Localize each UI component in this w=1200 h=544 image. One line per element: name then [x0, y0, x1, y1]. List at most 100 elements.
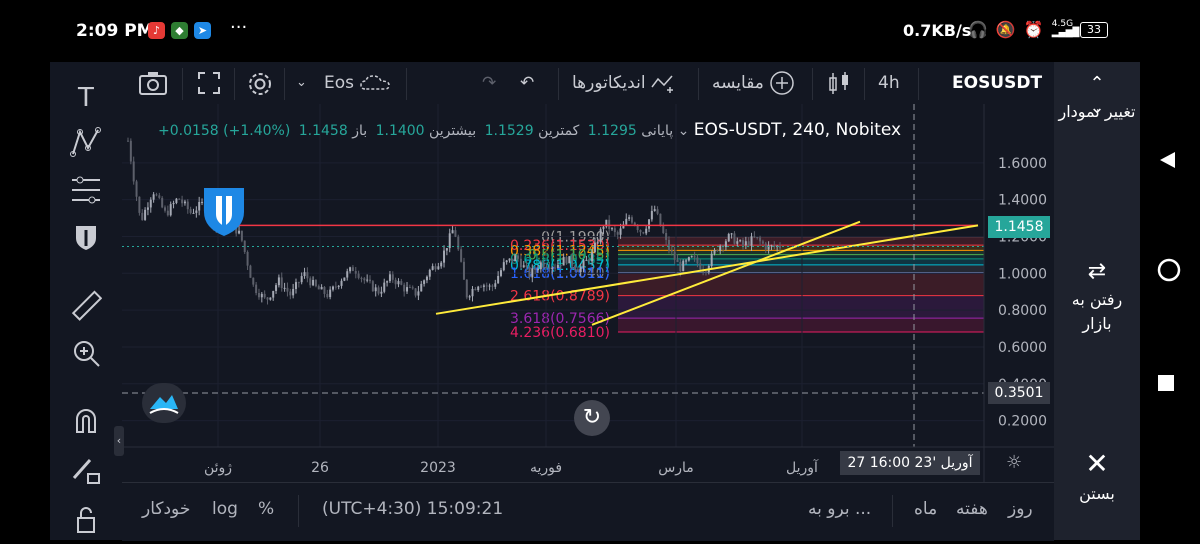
range-month-button[interactable]: ماه — [914, 499, 938, 519]
candles-icon[interactable] — [826, 70, 852, 96]
change-chart-button[interactable]: تغییر نمودار — [1058, 102, 1136, 121]
time-axis[interactable]: ژوئن 26 2023 فوریه مارس آوریل — [122, 446, 1054, 476]
range-day-button[interactable]: روز — [1008, 499, 1033, 519]
percent-scale-button[interactable]: % — [258, 499, 275, 519]
chevron-down-icon[interactable]: ⌄ — [296, 75, 307, 90]
candle-body — [542, 262, 545, 267]
candle-body — [397, 281, 400, 285]
collapse-toolbar-handle[interactable]: ‹ — [114, 426, 124, 456]
legend-chevron-icon[interactable]: ⌄ — [677, 123, 690, 139]
fullscreen-icon[interactable] — [196, 70, 222, 96]
drawing-toolbar: T — [50, 62, 122, 540]
candle-body — [491, 285, 494, 287]
candle-body — [477, 286, 480, 291]
candle-body — [314, 279, 317, 287]
close-button[interactable]: بستن — [1079, 484, 1115, 503]
candle-body — [625, 218, 628, 225]
range-week-button[interactable]: هفته — [956, 499, 988, 519]
recents-icon[interactable] — [1157, 374, 1175, 396]
separator — [298, 495, 299, 527]
candle-body — [585, 259, 588, 261]
ruler-icon[interactable] — [68, 290, 104, 326]
candle-body — [340, 280, 343, 286]
signal-label: 4.5G — [1051, 19, 1074, 29]
candle-body — [155, 194, 158, 196]
home-icon[interactable] — [1157, 258, 1181, 286]
price-chart[interactable]: 0(1.1990)0.236(1.1530)0.382(1.1245)0.5(1… — [122, 104, 1054, 482]
candle-body — [360, 277, 363, 279]
unlock-icon[interactable] — [68, 504, 104, 540]
goto-date-button[interactable]: برو به ... — [808, 499, 872, 519]
candle-body — [349, 267, 352, 272]
lock-pencil-icon[interactable] — [68, 454, 104, 490]
y-tick-label: 1.4000 — [998, 193, 1047, 209]
candle-body — [465, 279, 468, 298]
battery-icon: 33 — [1080, 22, 1108, 38]
go-to-market-button[interactable]: رفتن به بازار — [1071, 290, 1123, 333]
zoom-in-icon[interactable] — [68, 338, 104, 374]
candle-body — [750, 236, 753, 246]
separator — [558, 68, 559, 100]
separator — [698, 68, 699, 100]
candle-body — [366, 279, 369, 281]
candle-body — [687, 257, 690, 261]
candle-body — [554, 267, 557, 269]
candle-body — [690, 256, 693, 258]
candle-body — [685, 260, 688, 262]
trend-line — [591, 220, 861, 326]
candle-body — [411, 287, 414, 289]
candle-body — [480, 286, 483, 288]
chart-area[interactable]: 0(1.1990) 0.236(1.1530) 0.382(1.1245) 0.5(1… — [114, 104, 1054, 482]
symbol-label[interactable]: EOSUSDT — [952, 73, 1043, 93]
camera-icon[interactable] — [138, 70, 168, 96]
magnet-icon[interactable] — [68, 406, 104, 442]
gear-icon[interactable] — [246, 70, 274, 96]
candle-body — [568, 256, 571, 264]
close-icon[interactable]: ✕ — [1085, 447, 1109, 480]
y-tick-label: 1.6000 — [998, 156, 1047, 172]
reset-chart-button[interactable]: ↻ — [574, 400, 610, 436]
fib-level-label: 0.382(1.1245) — [510, 243, 610, 259]
separator — [284, 68, 285, 100]
price-axis[interactable]: 1.60001.40001.20001.00000.80000.60000.40… — [983, 104, 1047, 482]
candle-body — [779, 246, 781, 249]
candle-body — [619, 228, 622, 235]
candle-body — [403, 284, 406, 292]
fib-level-label: 2.618(0.8789) — [510, 289, 610, 305]
updown-icon[interactable]: ⌃ ⌄ — [1089, 73, 1105, 118]
text-tool-icon[interactable]: T — [78, 83, 94, 113]
trend-lines[interactable] — [122, 104, 984, 447]
legend-title[interactable]: EOS-USDT, 240, Nobitex — [693, 120, 902, 140]
candle-body — [386, 281, 389, 283]
candle-body — [149, 199, 152, 208]
candle-body — [255, 284, 258, 293]
candle-body — [337, 285, 340, 287]
shield-drawing-icon[interactable] — [202, 186, 246, 242]
fib-tool-icon[interactable] — [68, 174, 104, 210]
drawing-float-icon[interactable] — [142, 383, 186, 423]
auto-scale-button[interactable]: خودکار — [142, 499, 191, 519]
candle-body — [400, 281, 403, 285]
redo-icon[interactable]: ↷ — [482, 73, 497, 93]
swap-arrows-icon[interactable]: ⇄ — [1087, 259, 1107, 284]
compare-button[interactable]: مقایسه — [712, 70, 795, 96]
candle-body — [383, 282, 386, 292]
indicators-button[interactable]: اندیکاتورها — [572, 70, 675, 96]
undo-icon[interactable]: ↶ — [520, 73, 535, 93]
interval-button[interactable]: 4h — [878, 73, 900, 93]
log-scale-button[interactable]: log — [212, 499, 238, 519]
y-tick-label: 1.0000 — [998, 266, 1047, 282]
candle-body — [275, 285, 278, 291]
candle-body — [243, 240, 246, 252]
settings-sun-icon[interactable]: ☼ — [1006, 452, 1023, 473]
candle-body — [312, 279, 315, 286]
symbol-search[interactable]: Eos — [324, 70, 393, 96]
candle-body — [260, 293, 263, 298]
crosshair-price-tag: 0.3501 — [988, 382, 1050, 404]
candle-body — [682, 260, 685, 272]
pattern-tool-icon[interactable] — [68, 126, 104, 162]
shield-tool-icon[interactable] — [68, 222, 104, 258]
timezone-clock[interactable]: (UTC+4:30) 15:09:21 — [322, 499, 504, 519]
candle-body — [306, 272, 309, 279]
back-icon[interactable] — [1157, 150, 1177, 174]
